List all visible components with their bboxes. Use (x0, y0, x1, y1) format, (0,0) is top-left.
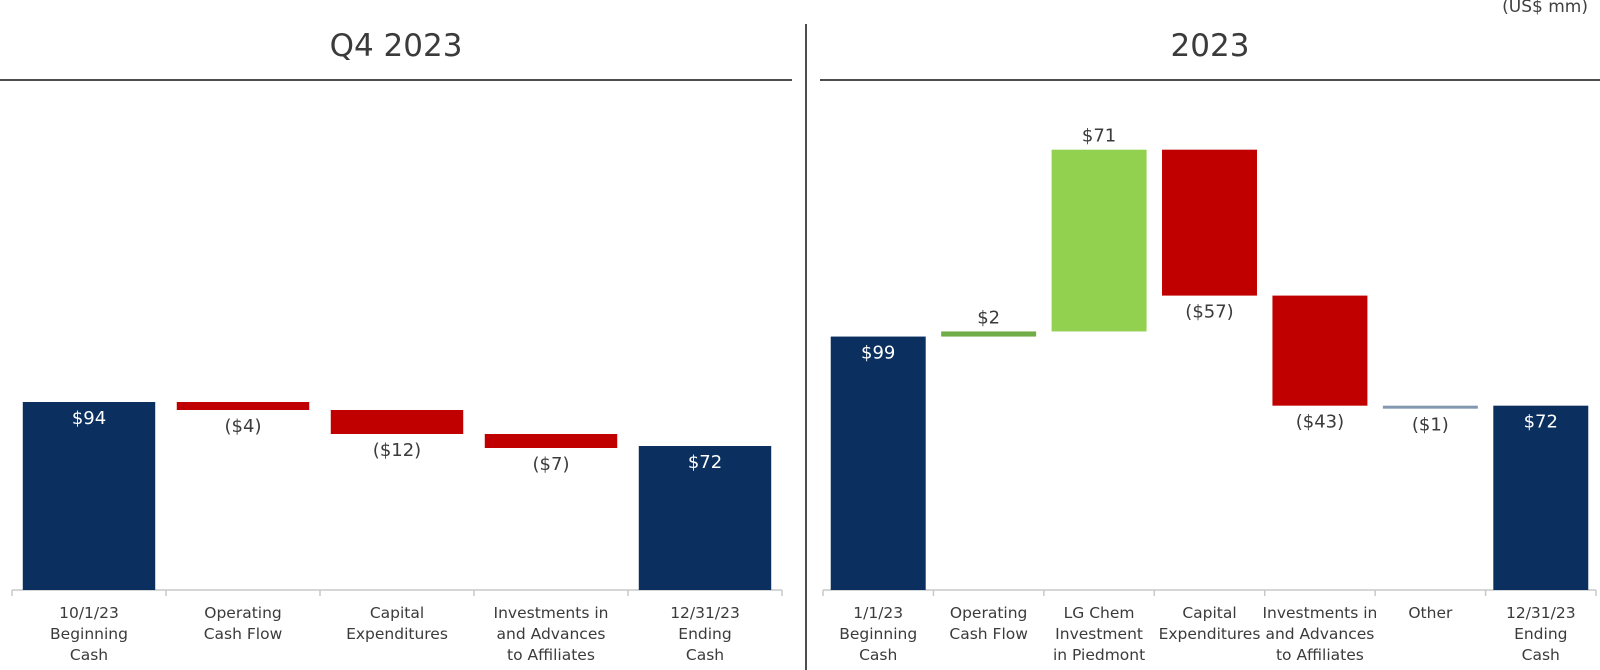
category-label-4: Expenditures (1159, 625, 1261, 643)
category-label-2: Operating (950, 604, 1028, 622)
category-label-3: LG Chem (1064, 604, 1135, 622)
chart-title-q4: Q4 2023 (329, 28, 463, 64)
category-label-1: 10/1/23 (59, 604, 119, 622)
category-label-4: and Advances (497, 625, 606, 643)
bar-1 (22, 402, 156, 590)
category-label-1: 1/1/23 (853, 604, 903, 622)
category-label-5: 12/31/23 (670, 604, 740, 622)
category-label-2: Operating (204, 604, 282, 622)
category-label-1: Cash (70, 646, 108, 664)
category-label-1: Cash (859, 646, 897, 664)
category-label-3: in Piedmont (1053, 646, 1145, 664)
data-label-2: $2 (977, 307, 1000, 328)
bar-3 (330, 410, 464, 434)
category-label-4: to Affiliates (507, 646, 595, 664)
data-label-3: $71 (1082, 126, 1116, 147)
title-rule-q4 (0, 79, 792, 81)
chart-title-fy: 2023 (1170, 28, 1250, 64)
category-label-6: Other (1408, 604, 1453, 622)
bar-3 (1051, 149, 1147, 332)
category-label-5: to Affiliates (1276, 646, 1364, 664)
chart-panel-q4-2023: Q4 2023 $94 10/1/23 Beginning Cash ($4) Opera… (0, 0, 792, 670)
bar-2 (176, 402, 310, 410)
waterfall-chart-q4: $94 10/1/23 Beginning Cash ($4) Operating Cash… (11, 402, 783, 664)
data-label-4: ($57) (1185, 302, 1233, 323)
category-label-2: Cash Flow (204, 625, 283, 643)
category-label-7: Cash (1522, 646, 1560, 664)
data-label-3: ($12) (373, 440, 421, 461)
category-label-5: and Advances (1265, 625, 1374, 643)
waterfall-chart-fy: $99 1/1/23 Beginning Cash $2 Operating Cash Fl… (822, 126, 1597, 664)
panel-divider (805, 24, 807, 670)
category-label-4: Investments in (494, 604, 609, 622)
category-label-7: Ending (1514, 625, 1567, 643)
bar-6 (1382, 405, 1478, 409)
chart-panel-fy-2023: 2023 $99 1/1/23 Beginning Cash $2 Operating Ca… (820, 0, 1600, 670)
category-label-2: Cash Flow (949, 625, 1028, 643)
data-label-1: $94 (72, 408, 106, 429)
category-label-1: Beginning (839, 625, 917, 643)
category-label-3: Investment (1055, 625, 1143, 643)
data-label-6: ($1) (1412, 415, 1449, 436)
category-label-7: 12/31/23 (1506, 604, 1576, 622)
bar-7 (1493, 405, 1589, 590)
category-label-4: Capital (1182, 604, 1236, 622)
category-label-5: Ending (678, 625, 731, 643)
data-label-2: ($4) (225, 416, 262, 437)
data-label-5: $72 (688, 452, 722, 473)
bar-5 (638, 446, 772, 590)
units-label: (US$ mm) (1502, 0, 1588, 17)
category-label-1: Beginning (50, 625, 128, 643)
data-label-1: $99 (861, 343, 895, 364)
category-label-3: Expenditures (346, 625, 448, 643)
bar-4 (1162, 149, 1257, 296)
bar-5 (1272, 295, 1368, 406)
bar-2 (941, 331, 1037, 337)
bar-1 (830, 336, 926, 590)
category-label-5: Cash (686, 646, 724, 664)
data-label-4: ($7) (533, 454, 570, 475)
category-label-5: Investments in (1262, 604, 1377, 622)
title-rule-fy (820, 79, 1600, 81)
category-label-3: Capital (370, 604, 424, 622)
data-label-7: $72 (1524, 412, 1558, 433)
data-label-5: ($43) (1296, 412, 1344, 433)
bar-4 (484, 434, 618, 448)
